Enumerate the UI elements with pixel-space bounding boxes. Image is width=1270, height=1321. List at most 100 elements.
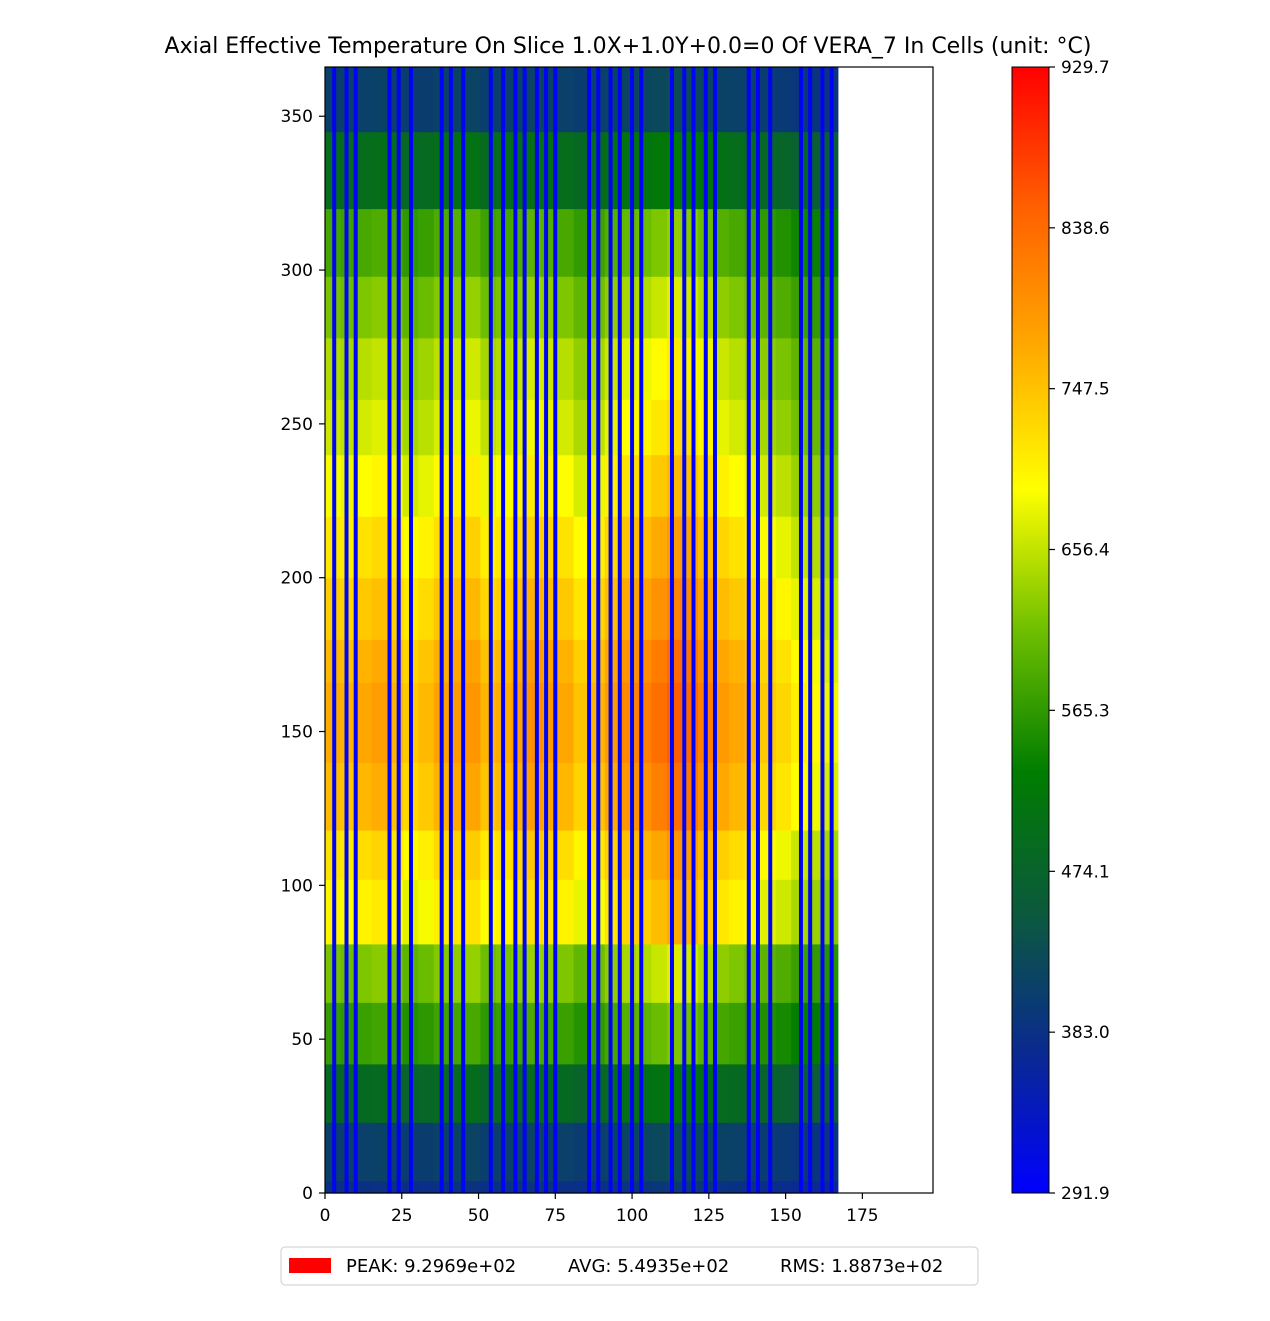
guide-tube-column <box>387 67 392 1193</box>
heatmap-cell <box>480 577 497 640</box>
guide-tube-column <box>596 67 601 1193</box>
heatmap-cell <box>775 337 792 400</box>
heatmap-cell <box>558 639 575 683</box>
heatmap-cell <box>464 399 481 456</box>
heatmap-cell <box>418 879 435 945</box>
heatmap-cell <box>573 639 590 683</box>
heatmap-cell <box>573 762 590 831</box>
heatmap-cell <box>760 1180 777 1194</box>
heatmap-cell <box>573 1002 590 1065</box>
y-axis: 0 50 100 150 200 250 300 350 <box>281 107 325 1204</box>
guide-tube-column <box>544 67 549 1193</box>
heatmap-cell <box>573 943 590 1003</box>
guide-tube-column <box>617 67 622 1193</box>
heatmap-cell <box>651 454 668 517</box>
x-tick-label: 100 <box>616 1206 648 1226</box>
heatmap-cell <box>729 516 746 579</box>
heatmap-cell <box>666 208 684 277</box>
heatmap-cell <box>760 829 777 880</box>
y-tick-label: 200 <box>281 569 313 589</box>
guide-tube-column <box>448 67 453 1193</box>
heatmap-cell <box>635 879 652 945</box>
heatmap-cell <box>713 1002 730 1065</box>
heatmap-cell <box>558 829 575 880</box>
legend-swatch <box>289 1258 331 1273</box>
legend: PEAK: 9.2969e+02 AVG: 5.4935e+02 RMS: 1.… <box>280 1246 979 1286</box>
heatmap-cell <box>558 337 575 400</box>
heatmap-cell <box>651 337 668 400</box>
heatmap-cell <box>464 577 481 640</box>
heatmap-cell <box>760 516 777 579</box>
heatmap-cell <box>418 337 435 400</box>
heatmap-cell <box>371 454 388 517</box>
heatmap-cell <box>558 276 575 339</box>
heatmap-cell <box>713 276 730 339</box>
heatmap-cell <box>729 131 746 210</box>
heatmap-cell <box>371 682 388 763</box>
guide-tube-column <box>534 67 539 1193</box>
heatmap-cell <box>418 131 435 210</box>
heatmap-cell <box>558 67 575 133</box>
heatmap-cell <box>760 1063 777 1123</box>
heatmap-cell <box>573 1063 590 1123</box>
heatmap-cell <box>760 337 777 400</box>
colorbar-ticks: 291.9 383.0 474.1 565.3 656.4 747.5 838.6 929.7 <box>1049 58 1110 1204</box>
heatmap-cell <box>635 67 652 133</box>
guide-tube-column <box>608 67 613 1193</box>
heatmap-cell <box>573 454 590 517</box>
heatmap-cell <box>666 1002 684 1065</box>
heatmap-cell <box>573 67 590 133</box>
heatmap-cell <box>666 454 684 517</box>
guide-tube-column <box>630 67 635 1193</box>
heatmap-cell <box>760 208 777 277</box>
guide-tube-column <box>669 67 674 1193</box>
heatmap-cell <box>371 1002 388 1065</box>
guide-tube-column <box>587 67 592 1193</box>
heatmap-cell <box>651 762 668 831</box>
heatmap-cell <box>635 1122 652 1182</box>
x-axis: 0 25 50 75 100 125 150 175 <box>320 1193 879 1226</box>
heatmap-cell <box>713 943 730 1003</box>
heatmap-cell <box>371 67 388 133</box>
heatmap-cell <box>356 131 373 210</box>
heatmap-cell <box>464 829 481 880</box>
heatmap-cell <box>558 208 575 277</box>
heatmap-cell <box>464 516 481 579</box>
guide-tube-column <box>829 67 834 1193</box>
heatmap-cell <box>371 639 388 683</box>
heatmap-cell <box>713 131 730 210</box>
heatmap-cell <box>635 682 652 763</box>
heatmap-cell <box>713 762 730 831</box>
heatmap-cell <box>729 829 746 880</box>
y-tick-label: 50 <box>291 1030 313 1050</box>
heatmap-cell <box>775 762 792 831</box>
heatmap-cell <box>760 1002 777 1065</box>
colorbar-tick-label: 565.3 <box>1061 701 1110 721</box>
heatmap-cell <box>371 208 388 277</box>
heatmap-cell <box>371 337 388 400</box>
heatmap-cell <box>371 276 388 339</box>
heatmap-cell <box>713 829 730 880</box>
heatmap-cell <box>558 577 575 640</box>
heatmap-cell <box>651 131 668 210</box>
heatmap-cell <box>480 829 497 880</box>
heatmap-cell <box>729 454 746 517</box>
chart-title: Axial Effective Temperature On Slice 1.0… <box>165 34 1092 59</box>
heatmap-cell <box>371 943 388 1003</box>
heatmap-cell <box>729 67 746 133</box>
heatmap-cell <box>635 1063 652 1123</box>
guide-tube-column <box>712 67 717 1193</box>
heatmap-cell <box>713 399 730 456</box>
heatmap-cell <box>666 577 684 640</box>
y-tick-label: 150 <box>281 723 313 743</box>
heatmap-cell <box>573 337 590 400</box>
heatmap-cell <box>464 762 481 831</box>
heatmap-cell <box>666 762 684 831</box>
heatmap-cell <box>666 943 684 1003</box>
heatmap-cell <box>480 208 497 277</box>
guide-tube-column <box>439 67 444 1193</box>
heatmap-cell <box>635 1180 652 1194</box>
heatmap-cell <box>558 762 575 831</box>
heatmap-cell <box>651 276 668 339</box>
heatmap-cell <box>464 1122 481 1182</box>
